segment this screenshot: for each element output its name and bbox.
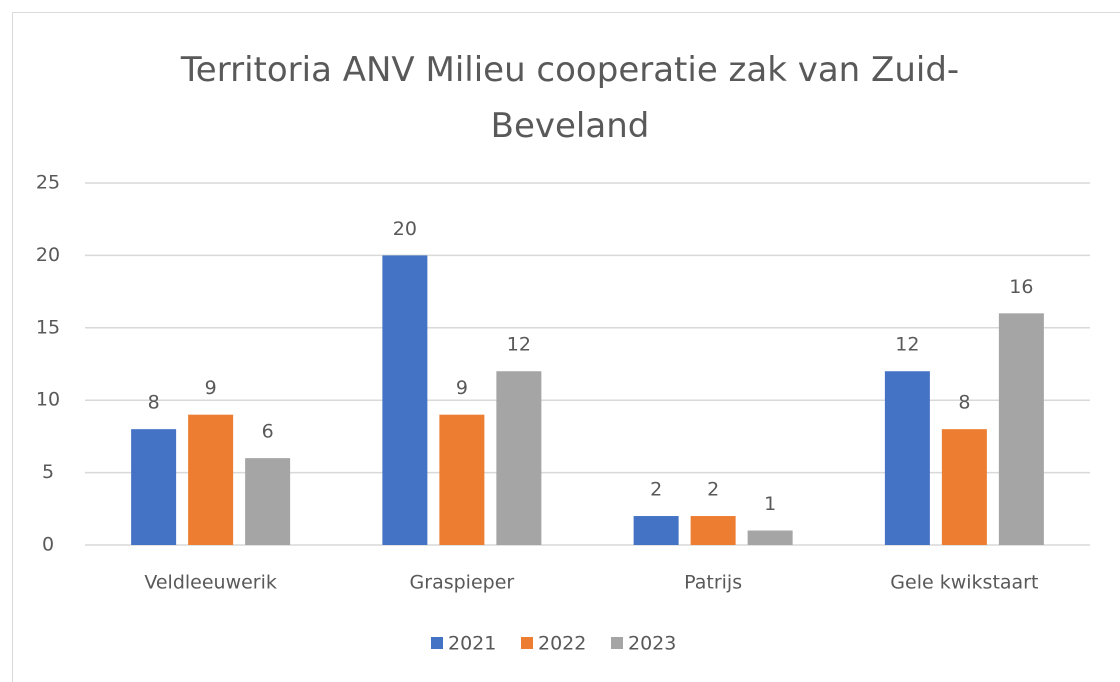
x-tick-label: Graspieper <box>410 572 515 594</box>
legend-swatch <box>521 637 533 649</box>
bar <box>690 516 736 545</box>
data-label: 9 <box>456 377 468 399</box>
y-tick-label: 10 <box>36 389 60 411</box>
data-label: 2 <box>650 479 662 501</box>
bar <box>496 371 542 545</box>
bar <box>131 429 177 545</box>
data-label: 16 <box>1009 276 1033 298</box>
y-tick-label: 0 <box>42 534 54 556</box>
legend-label: 2021 <box>448 633 496 655</box>
bar <box>941 429 987 545</box>
y-tick-label: 20 <box>36 244 60 266</box>
data-label: 12 <box>507 334 531 356</box>
y-tick-label: 25 <box>36 172 60 194</box>
bar <box>633 516 679 545</box>
legend-swatch <box>611 637 623 649</box>
bar <box>382 255 428 545</box>
bar <box>188 414 234 545</box>
data-label: 12 <box>895 334 919 356</box>
bar <box>884 371 930 545</box>
data-label: 20 <box>393 218 417 240</box>
bar <box>439 414 485 545</box>
x-tick-label: Veldleeuwerik <box>144 572 277 594</box>
data-label: 1 <box>764 493 776 515</box>
chart-frame <box>12 12 1120 682</box>
data-label: 6 <box>262 421 274 443</box>
x-tick-label: Patrijs <box>684 572 742 594</box>
data-label: 8 <box>958 392 970 414</box>
legend-label: 2023 <box>628 633 676 655</box>
bar <box>747 530 793 545</box>
data-label: 8 <box>148 392 160 414</box>
bar <box>998 313 1044 545</box>
legend-swatch <box>431 637 443 649</box>
y-tick-label: 5 <box>42 461 54 483</box>
data-label: 2 <box>707 479 719 501</box>
x-tick-label: Gele kwikstaart <box>890 572 1038 594</box>
data-label: 9 <box>205 377 217 399</box>
bar <box>245 458 291 545</box>
legend-label: 2022 <box>538 633 586 655</box>
y-tick-label: 15 <box>36 316 60 338</box>
chart-title: Territoria ANV Milieu cooperatie zak van… <box>180 50 960 146</box>
